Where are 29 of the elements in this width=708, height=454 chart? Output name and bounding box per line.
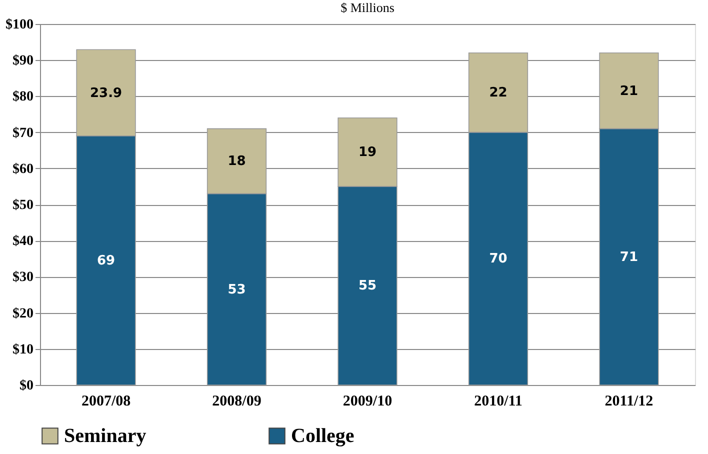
x-tick-label: 2009/10 xyxy=(342,394,392,410)
y-tick-label: $90 xyxy=(12,54,34,69)
x-tick-label: 2010/11 xyxy=(474,394,522,410)
data-label: 22 xyxy=(489,86,508,101)
data-label: 19 xyxy=(358,145,377,160)
data-label: 21 xyxy=(620,84,638,99)
legend-label: College xyxy=(291,425,354,447)
data-label: 55 xyxy=(358,278,377,294)
data-label: 23.9 xyxy=(90,86,122,101)
y-tick-label: $10 xyxy=(12,342,34,358)
chart-title: $ Millions xyxy=(340,0,394,15)
y-tick-label: $80 xyxy=(12,90,34,105)
data-label: 53 xyxy=(228,282,246,298)
data-label: 70 xyxy=(489,252,508,267)
y-tick-label: $0 xyxy=(20,378,34,394)
y-tick-label: $20 xyxy=(12,306,34,322)
x-tick-label: 2007/08 xyxy=(81,394,131,410)
y-tick-label: $50 xyxy=(12,198,34,213)
data-label: 18 xyxy=(228,154,246,170)
y-tick-label: $100 xyxy=(6,18,34,32)
x-tick-label: 2011/12 xyxy=(604,394,654,410)
y-tick-label: $40 xyxy=(12,234,34,250)
y-tick-label: $30 xyxy=(12,270,34,286)
data-label: 71 xyxy=(620,250,638,265)
x-tick-label: 2008/09 xyxy=(212,394,262,410)
legend-label: Seminary xyxy=(64,425,146,447)
data-label: 69 xyxy=(96,253,116,268)
y-tick-label: $60 xyxy=(12,162,34,177)
y-tick-label: $70 xyxy=(12,126,34,141)
